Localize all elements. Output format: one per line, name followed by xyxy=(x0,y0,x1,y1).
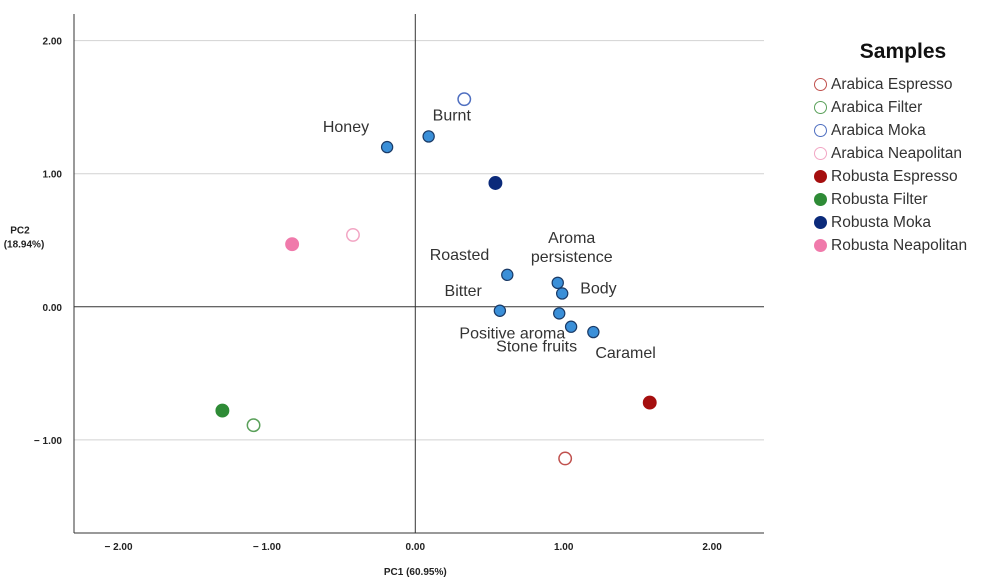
attribute-label: Body xyxy=(580,280,616,297)
attribute-label: Roasted xyxy=(430,247,490,264)
pca-biplot: 2.00 1.00 0.00 − 1.00 − 2.00 − 1.00 0.00 1.00 2.… xyxy=(4,14,764,577)
legend-item: Arabica Neapolitan xyxy=(814,142,986,165)
y-tick-label: 0.00 xyxy=(43,303,63,314)
sample-point xyxy=(558,451,573,466)
attribute-point xyxy=(380,140,394,154)
attribute-point xyxy=(587,325,600,339)
legend-item: Robusta Neapolitan xyxy=(814,234,986,257)
legend-marker xyxy=(814,147,827,160)
attribute-label: Honey xyxy=(323,119,369,136)
attribute-labels: Honey Burnt Roasted Aroma persistence Body Bit… xyxy=(323,107,656,362)
legend-item: Robusta Filter xyxy=(814,188,986,211)
y-tick-label: 2.00 xyxy=(43,37,63,48)
x-tick-label: 1.00 xyxy=(554,542,574,553)
plot-axes xyxy=(73,14,764,534)
x-tick-label: − 1.00 xyxy=(253,542,282,553)
attribute-label-line: persistence xyxy=(531,249,613,266)
attribute-label: Stone fruits xyxy=(496,339,577,356)
sample-point xyxy=(215,403,230,418)
x-tick-label: 0.00 xyxy=(406,542,426,553)
attribute-point xyxy=(422,130,435,143)
y-tick-label: − 1.00 xyxy=(34,436,63,447)
legend-title: Samples xyxy=(859,40,947,63)
attribute-point xyxy=(564,320,578,333)
y-axis-title-line2: (18.94%) xyxy=(4,240,45,251)
legend-label: Robusta Filter xyxy=(831,190,928,208)
legend-item: Arabica Moka xyxy=(814,119,986,142)
attribute-label: Bitter xyxy=(445,283,483,300)
legend-items: Arabica Espresso Arabica Filter Arabica Mo… xyxy=(814,73,986,257)
x-tick-label: − 2.00 xyxy=(104,542,133,553)
legend-marker xyxy=(814,216,827,229)
sample-point xyxy=(488,176,503,190)
legend-item: Robusta Espresso xyxy=(814,165,986,188)
attribute-point xyxy=(555,287,569,300)
legend-label: Arabica Espresso xyxy=(831,75,953,93)
legend-marker xyxy=(814,170,827,183)
x-axis-title: PC1 (60.95%) xyxy=(384,567,447,577)
legend-marker xyxy=(814,78,827,91)
legend-marker xyxy=(814,124,827,137)
sample-point xyxy=(457,92,472,107)
attribute-label: Positive aroma xyxy=(459,325,565,342)
attribute-label-line: Aroma xyxy=(548,230,595,247)
legend-marker xyxy=(814,239,827,252)
attribute-label: Caramel xyxy=(595,345,655,362)
attribute-point xyxy=(551,276,564,290)
attribute-label: Burnt xyxy=(433,107,472,124)
legend-item: Arabica Espresso xyxy=(814,73,986,96)
legend-marker xyxy=(814,101,827,114)
sample-point xyxy=(285,237,300,252)
legend-label: Robusta Moka xyxy=(831,213,931,231)
y-axis-title-line1: PC2 xyxy=(10,226,30,237)
sample-point xyxy=(642,395,657,410)
attribute-point xyxy=(553,307,566,320)
legend-label: Arabica Neapolitan xyxy=(831,144,962,162)
legend-label: Arabica Filter xyxy=(831,98,923,116)
attribute-point xyxy=(501,268,514,282)
attribute-point xyxy=(493,304,507,317)
legend-item: Arabica Filter xyxy=(814,96,986,119)
legend: Samples Arabica Espresso Arabica Filter Ar… xyxy=(814,40,986,257)
sample-point xyxy=(246,418,261,433)
legend-label: Arabica Moka xyxy=(831,121,926,139)
gridlines xyxy=(74,40,764,441)
tick-labels: 2.00 1.00 0.00 − 1.00 − 2.00 − 1.00 0.00 1.00 2.… xyxy=(34,37,722,553)
attribute-label: Aroma persistence xyxy=(531,230,613,266)
y-tick-label: 1.00 xyxy=(43,170,63,181)
data-points xyxy=(215,92,657,466)
legend-label: Robusta Neapolitan xyxy=(831,236,968,254)
legend-item: Robusta Moka xyxy=(814,211,986,234)
x-tick-label: 2.00 xyxy=(702,542,722,553)
legend-label: Robusta Espresso xyxy=(831,167,958,185)
sample-point xyxy=(346,227,360,242)
legend-marker xyxy=(814,193,827,206)
